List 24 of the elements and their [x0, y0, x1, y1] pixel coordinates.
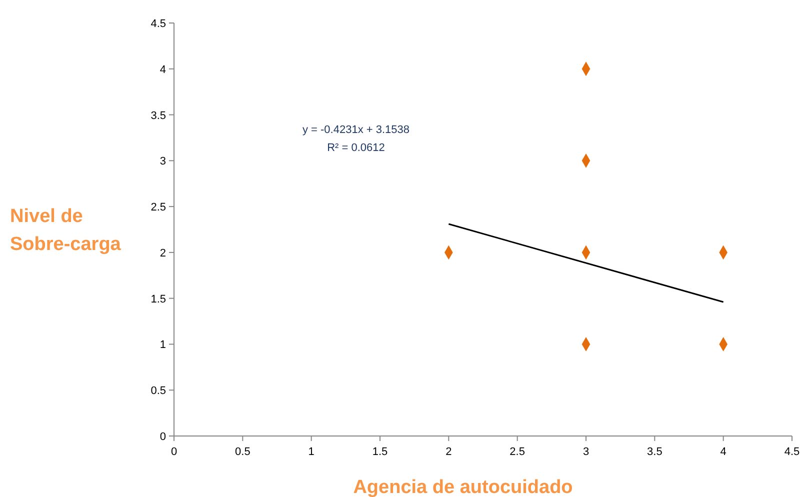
x-tick-label: 4	[720, 446, 726, 458]
y-axis-title: Nivel de Sobre-carga	[10, 206, 122, 255]
y-tick-label: 0	[160, 431, 166, 443]
x-tick-label: 3.5	[647, 446, 662, 458]
y-tick-label: 2	[160, 247, 166, 260]
y-tick-label: 0.5	[150, 385, 166, 398]
y-tick-label: 2.5	[150, 202, 166, 214]
x-axis-title: Agencia de autocuidado	[353, 477, 573, 497]
y-tick-label: 3.5	[150, 110, 166, 122]
x-tick-label: 0	[170, 446, 178, 458]
y-tick-label: 3	[160, 156, 166, 168]
x-tick-label: 0.5	[235, 446, 250, 458]
y-tick-label: 1	[160, 339, 166, 352]
y-tick-label: 4	[160, 64, 166, 76]
x-tick-label: 2	[446, 446, 452, 458]
annotation: y = -0.4231x + 3.1538	[302, 124, 410, 136]
y-tick-label: 1.5	[150, 293, 166, 306]
x-tick-label: 4.5	[784, 446, 800, 458]
x-tick-label: 3	[582, 446, 590, 458]
annotation: R² = 0.0612	[327, 142, 385, 154]
x-tick-label: 2.5	[510, 446, 525, 458]
x-tick-label: 1.5	[372, 446, 388, 458]
x-tick-label: 1	[308, 446, 314, 458]
y-tick-label: 4.5	[150, 18, 166, 30]
